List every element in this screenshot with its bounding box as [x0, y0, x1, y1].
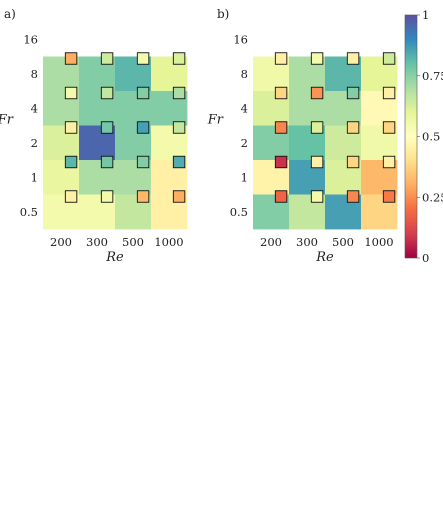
square-marker [136, 52, 150, 65]
y-tick-label: 2 [31, 136, 38, 150]
x-axis-label: Re [105, 250, 124, 265]
square-marker [172, 86, 186, 100]
colorbar-tick-label: 0.75 [422, 69, 443, 83]
square-marker [382, 86, 396, 100]
panel-label: b) [217, 7, 229, 21]
panel-b: b) 16 8 4 2 1 0.5 200 300 500 1000 Re Fr [207, 7, 398, 265]
colorbar-tick-label: 0 [422, 251, 429, 265]
x-tick-label: 200 [50, 235, 72, 249]
square-marker [382, 155, 396, 169]
colorbar: 0 0.25 0.5 0.75 1 [404, 8, 443, 265]
square-marker [382, 52, 396, 65]
square-marker [100, 190, 114, 203]
square-marker [100, 155, 114, 169]
square-marker [346, 121, 360, 134]
square-marker [310, 52, 324, 65]
panel-a: a) 16 8 4 2 1 0.5 200 300 500 1000 Re Fr [0, 7, 188, 265]
square-marker [136, 86, 150, 100]
colorbar-tick-label: 0.25 [422, 190, 443, 204]
panel-label: a) [4, 7, 16, 21]
colorbar-bar [404, 14, 418, 259]
y-axis-label: Fr [207, 113, 224, 128]
y-tick-label: 1 [31, 170, 38, 184]
square-marker [100, 52, 114, 65]
square-marker [346, 190, 360, 203]
y-tick-label: 2 [241, 136, 248, 150]
square-marker [172, 155, 186, 169]
square-marker [172, 121, 186, 134]
square-marker [346, 155, 360, 169]
square-marker [346, 86, 360, 100]
square-marker [274, 190, 288, 203]
square-marker [274, 86, 288, 100]
y-tick-label: 16 [233, 32, 248, 46]
square-marker [310, 155, 324, 169]
square-marker [274, 155, 288, 169]
square-marker [136, 121, 150, 134]
y-tick-label: 8 [31, 67, 38, 81]
y-tick-label: 1 [241, 170, 248, 184]
square-marker [346, 52, 360, 65]
y-tick-label: 0.5 [230, 205, 248, 219]
colorbar-tick-label: 0.5 [422, 130, 440, 144]
y-tick-label: 0.5 [20, 205, 38, 219]
square-marker [64, 86, 78, 100]
colorbar-tick-label: 1 [422, 8, 429, 22]
x-tick-label: 300 [86, 235, 108, 249]
y-tick-label: 4 [31, 101, 38, 115]
square-marker [136, 155, 150, 169]
square-marker [64, 121, 78, 134]
square-marker [100, 86, 114, 100]
square-marker [310, 86, 324, 100]
y-tick-label: 4 [241, 101, 248, 115]
square-marker [172, 190, 186, 203]
x-tick-label: 500 [332, 235, 354, 249]
y-tick-label: 8 [241, 67, 248, 81]
square-marker [100, 121, 114, 134]
square-marker [274, 52, 288, 65]
square-marker [172, 52, 186, 65]
square-marker [64, 190, 78, 203]
x-tick-label: 200 [260, 235, 282, 249]
square-marker [64, 52, 78, 65]
square-marker [136, 190, 150, 203]
square-marker [382, 190, 396, 203]
square-marker [310, 190, 324, 203]
x-tick-label: 300 [296, 235, 318, 249]
x-tick-label: 1000 [154, 235, 183, 249]
y-tick-label: 16 [23, 32, 38, 46]
x-axis-label: Re [315, 250, 334, 265]
square-marker [310, 121, 324, 134]
square-marker [382, 121, 396, 134]
y-axis-label: Fr [0, 113, 14, 128]
x-tick-label: 1000 [364, 235, 393, 249]
x-tick-label: 500 [122, 235, 144, 249]
square-marker [274, 121, 288, 134]
square-marker [64, 155, 78, 169]
